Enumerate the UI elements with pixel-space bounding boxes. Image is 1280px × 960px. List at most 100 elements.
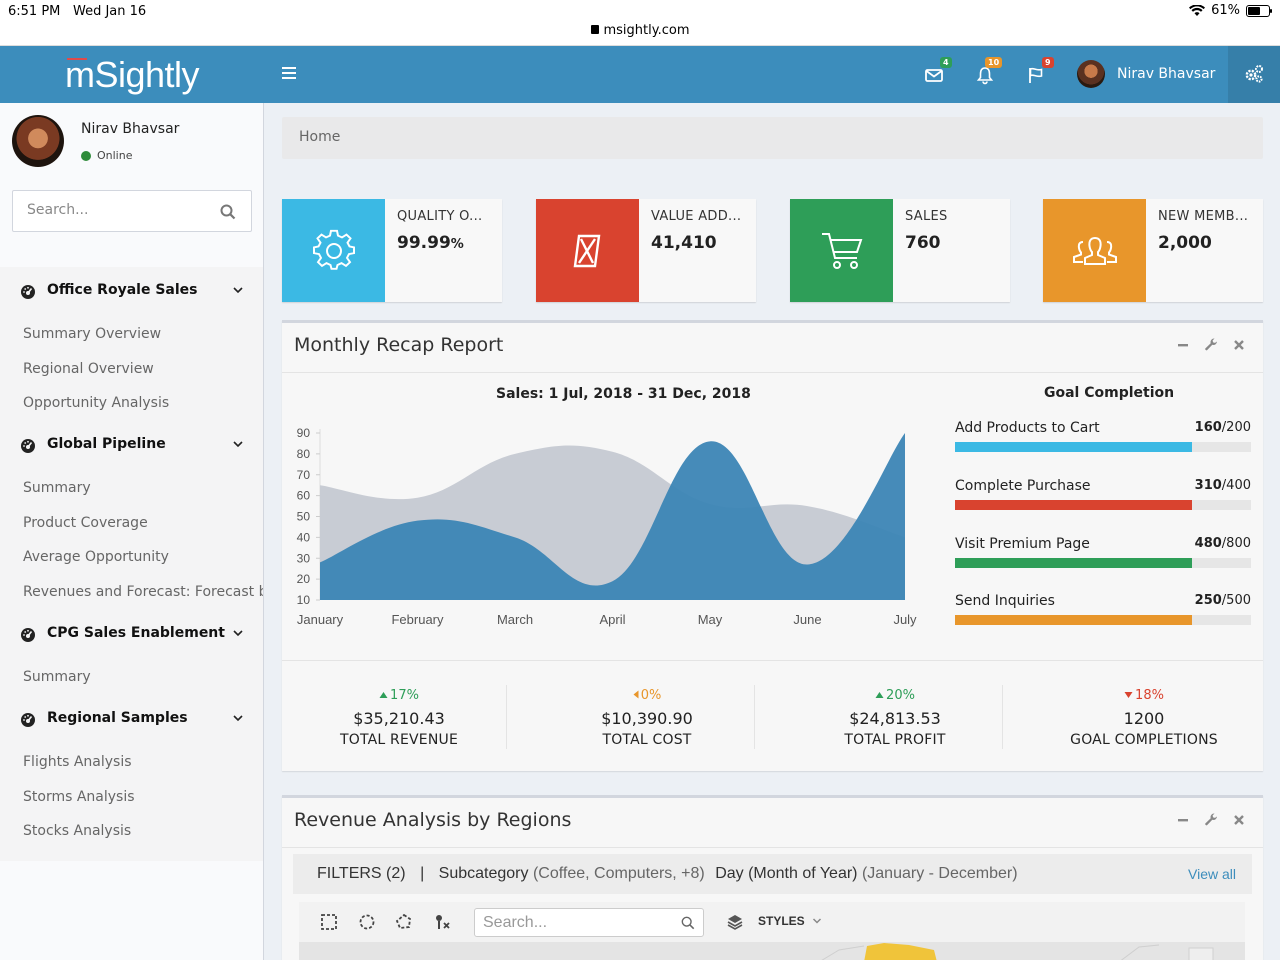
control-sidebar-button[interactable] — [1228, 46, 1280, 103]
dashboard-icon — [21, 439, 35, 453]
goal-completion-title: Goal Completion — [1044, 385, 1175, 401]
menu-section-regional-samples[interactable]: Regional Samples — [0, 695, 263, 745]
goal-value: 480/800 — [1194, 536, 1251, 551]
box-icon — [573, 234, 600, 267]
circle-select-icon[interactable] — [358, 913, 376, 931]
info-box-label: QUALITY O... — [397, 209, 483, 224]
user-menu[interactable]: Nirav Bhavsar — [1077, 60, 1215, 88]
dashboard-icon — [21, 628, 35, 642]
stat-percent: 17% — [287, 688, 511, 705]
sidebar-item-stocks-analysis[interactable]: Stocks Analysis — [23, 823, 132, 839]
stat-divider — [506, 685, 507, 749]
y-tick-label: 60 — [297, 489, 311, 503]
sidebar-item-summary[interactable]: Summary — [23, 480, 91, 496]
menu-section-label: Global Pipeline — [47, 436, 166, 452]
notifications-button[interactable]: 10 — [974, 57, 1003, 85]
info-box-icon-area — [790, 199, 893, 302]
x-tick-label: April — [599, 612, 625, 627]
info-box-new-members: NEW MEMB... 2,000 — [1043, 199, 1263, 302]
y-tick-label: 70 — [297, 468, 311, 482]
sidebar-item-cpg-summary[interactable]: Summary — [23, 669, 91, 685]
sidebar-item-storms-analysis[interactable]: Storms Analysis — [23, 789, 135, 805]
sidebar: Nirav Bhavsar Online Office Royale Sales… — [0, 103, 264, 960]
chevron-down-icon — [813, 918, 822, 924]
wrench-icon[interactable] — [1204, 813, 1218, 827]
breadcrumb: Home — [282, 117, 1263, 159]
lock-icon — [590, 25, 599, 34]
y-tick-label: 30 — [297, 551, 311, 565]
filter-subcategory-values: (Coffee, Computers, +8) — [532, 865, 705, 882]
monthly-recap-box: Monthly Recap Report Sales: 1 Jul, 2018 … — [282, 320, 1263, 771]
stat-percent: 18% — [1032, 688, 1256, 705]
clear-pin-icon[interactable] — [433, 913, 451, 931]
rectangle-select-icon[interactable] — [320, 913, 338, 931]
search-icon[interactable] — [220, 204, 236, 220]
box-divider — [282, 847, 1263, 848]
box-title: Monthly Recap Report — [294, 334, 504, 356]
stat-amount: 1200 — [1123, 709, 1165, 728]
avatar — [12, 115, 64, 167]
lasso-select-icon[interactable] — [395, 913, 413, 931]
sidebar-item-average-opportunity[interactable]: Average Opportunity — [23, 549, 169, 565]
menu-section-global-pipeline[interactable]: Global Pipeline — [0, 421, 263, 471]
logo-area[interactable]: mSightly — [0, 46, 264, 103]
tasks-button[interactable]: 9 — [1025, 57, 1054, 85]
wifi-icon — [1189, 4, 1206, 16]
sidebar-item-regional-overview[interactable]: Regional Overview — [23, 361, 154, 377]
wrench-icon[interactable] — [1204, 338, 1218, 352]
box-tools — [1177, 338, 1245, 352]
view-all-link[interactable]: View all — [1188, 866, 1236, 882]
sidebar-item-summary-overview[interactable]: Summary Overview — [23, 326, 162, 342]
filter-subcategory-name: Subcategory — [438, 865, 529, 882]
close-icon[interactable] — [1233, 339, 1245, 351]
info-box-value: 99.99% — [397, 233, 464, 253]
box-divider — [282, 372, 1263, 373]
top-header: mSightly 4 10 9 Nirav Bhavsar — [0, 46, 1280, 103]
layers-icon[interactable] — [726, 913, 744, 931]
region-map[interactable] — [299, 942, 1245, 960]
app-logo[interactable]: mSightly — [65, 54, 200, 95]
sidebar-user-name: Nirav Bhavsar — [81, 121, 180, 137]
collapse-icon[interactable] — [1177, 339, 1189, 351]
user-name: Nirav Bhavsar — [1117, 66, 1216, 82]
info-box-quality: QUALITY O... 99.99% — [282, 199, 502, 302]
stat-percent: 0% — [535, 688, 759, 705]
close-icon[interactable] — [1233, 814, 1245, 826]
menu-section-cpg-sales-enablement[interactable]: CPG Sales Enablement — [0, 610, 263, 660]
box-tools — [1177, 813, 1245, 827]
battery-percent: 61% — [1211, 3, 1240, 18]
address-bar[interactable]: msightly.com — [0, 23, 1280, 38]
stat-divider — [754, 685, 755, 749]
search-icon[interactable] — [681, 916, 695, 930]
filters-summary[interactable]: FILTERS (2) | Subcategory (Coffee, Compu… — [317, 865, 1018, 883]
caret-up-icon — [875, 692, 884, 698]
clock-time: 6:51 PM — [8, 4, 61, 19]
url-text: msightly.com — [603, 23, 690, 38]
filters-separator: | — [420, 865, 425, 882]
sales-area-chart: 10 20 30 40 50 60 70 80 90 January February March Ap… — [297, 426, 917, 627]
user-panel: Nirav Bhavsar Online — [12, 115, 252, 175]
sidebar-item-revenues-forecast[interactable]: Revenues and Forecast: Forecast by — [23, 584, 263, 600]
sidebar-search-input[interactable] — [27, 202, 207, 218]
menu-section-office-royale-sales[interactable]: Office Royale Sales — [0, 267, 263, 317]
sidebar-item-opportunity-analysis[interactable]: Opportunity Analysis — [23, 395, 170, 411]
sidebar-item-product-coverage[interactable]: Product Coverage — [23, 515, 148, 531]
messages-button[interactable]: 4 — [923, 57, 952, 85]
goal-label: Add Products to Cart — [955, 420, 1100, 436]
collapse-icon[interactable] — [1177, 814, 1189, 826]
gear-icon — [312, 229, 355, 270]
y-tick-label: 50 — [297, 510, 311, 524]
goal-value: 310/400 — [1194, 478, 1251, 493]
dashboard-icon — [21, 713, 35, 727]
map-search-input[interactable] — [483, 914, 673, 932]
breadcrumb-home[interactable]: Home — [299, 129, 341, 145]
sidebar-item-flights-analysis[interactable]: Flights Analysis — [23, 754, 132, 770]
styles-dropdown[interactable]: STYLES — [758, 914, 822, 928]
menu-toggle-icon[interactable] — [282, 67, 296, 79]
messages-badge: 4 — [940, 57, 952, 68]
filters-bar: FILTERS (2) | Subcategory (Coffee, Compu… — [293, 854, 1252, 894]
summary-stat: 17% $35,210.43 TOTAL REVENUE — [287, 688, 511, 748]
avatar — [1077, 60, 1105, 88]
y-tick-label: 20 — [297, 572, 311, 586]
tasks-badge: 9 — [1042, 57, 1054, 68]
